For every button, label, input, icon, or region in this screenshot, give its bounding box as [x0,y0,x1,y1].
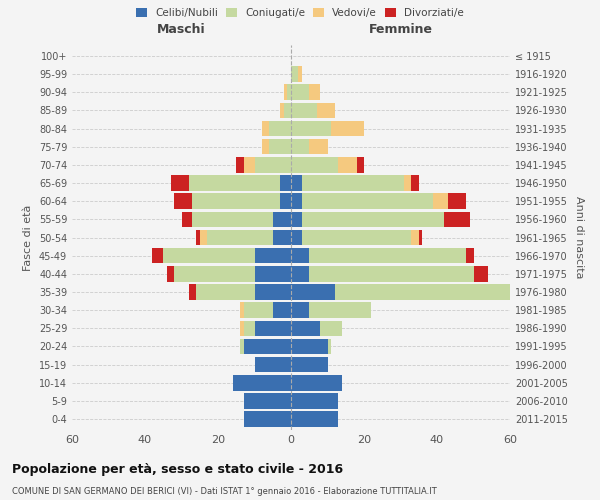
Bar [317,102,335,118]
Bar [167,266,174,281]
Bar [233,375,291,390]
Bar [302,194,433,209]
Bar [174,194,193,209]
Bar [309,84,320,100]
Bar [466,248,473,264]
Bar [291,121,331,136]
Bar [273,230,291,245]
Bar [309,248,466,264]
Bar [291,194,302,209]
Bar [182,212,193,227]
Bar [262,139,269,154]
Bar [291,266,309,281]
Bar [280,102,284,118]
Bar [236,157,244,172]
Bar [244,393,291,408]
Bar [331,121,364,136]
Bar [254,157,291,172]
Bar [196,284,254,300]
Bar [412,230,419,245]
Bar [244,157,254,172]
Bar [291,139,309,154]
Bar [244,338,291,354]
Bar [244,320,254,336]
Bar [244,302,273,318]
Bar [291,212,302,227]
Bar [244,412,291,427]
Bar [273,302,291,318]
Bar [207,230,273,245]
Bar [302,212,444,227]
Bar [254,248,291,264]
Bar [200,230,207,245]
Bar [269,139,291,154]
Bar [302,230,412,245]
Bar [193,194,280,209]
Bar [335,284,510,300]
Y-axis label: Fasce di età: Fasce di età [23,204,33,270]
Bar [291,338,328,354]
Bar [291,102,317,118]
Bar [291,248,309,264]
Bar [240,338,244,354]
Bar [254,284,291,300]
Bar [309,302,371,318]
Bar [291,393,338,408]
Bar [240,302,244,318]
Bar [338,157,356,172]
Bar [419,230,422,245]
Bar [254,357,291,372]
Bar [302,176,404,190]
Bar [193,212,273,227]
Bar [280,176,291,190]
Bar [189,284,196,300]
Bar [152,248,163,264]
Text: Femmine: Femmine [368,23,433,36]
Bar [404,176,412,190]
Bar [284,84,287,100]
Bar [320,320,342,336]
Bar [291,357,328,372]
Text: COMUNE DI SAN GERMANO DEI BERICI (VI) - Dati ISTAT 1° gennaio 2016 - Elaborazion: COMUNE DI SAN GERMANO DEI BERICI (VI) - … [12,488,437,496]
Bar [412,176,419,190]
Bar [273,212,291,227]
Bar [291,84,309,100]
Bar [356,157,364,172]
Bar [448,194,466,209]
Bar [309,266,473,281]
Bar [170,176,189,190]
Bar [309,139,328,154]
Bar [291,284,335,300]
Bar [444,212,470,227]
Bar [163,248,254,264]
Text: Maschi: Maschi [157,23,206,36]
Bar [328,338,331,354]
Bar [196,230,200,245]
Bar [291,176,302,190]
Bar [284,102,291,118]
Bar [291,230,302,245]
Bar [174,266,254,281]
Bar [291,375,342,390]
Bar [262,121,269,136]
Bar [280,194,291,209]
Legend: Celibi/Nubili, Coniugati/e, Vedovi/e, Divorziati/e: Celibi/Nubili, Coniugati/e, Vedovi/e, Di… [133,5,467,21]
Bar [473,266,488,281]
Y-axis label: Anni di nascita: Anni di nascita [574,196,584,279]
Text: Popolazione per età, sesso e stato civile - 2016: Popolazione per età, sesso e stato civil… [12,462,343,475]
Bar [189,176,280,190]
Bar [291,157,338,172]
Bar [287,84,291,100]
Bar [254,320,291,336]
Bar [291,66,298,82]
Bar [291,412,338,427]
Bar [291,320,320,336]
Bar [269,121,291,136]
Bar [291,302,309,318]
Bar [433,194,448,209]
Bar [240,320,244,336]
Bar [254,266,291,281]
Bar [298,66,302,82]
